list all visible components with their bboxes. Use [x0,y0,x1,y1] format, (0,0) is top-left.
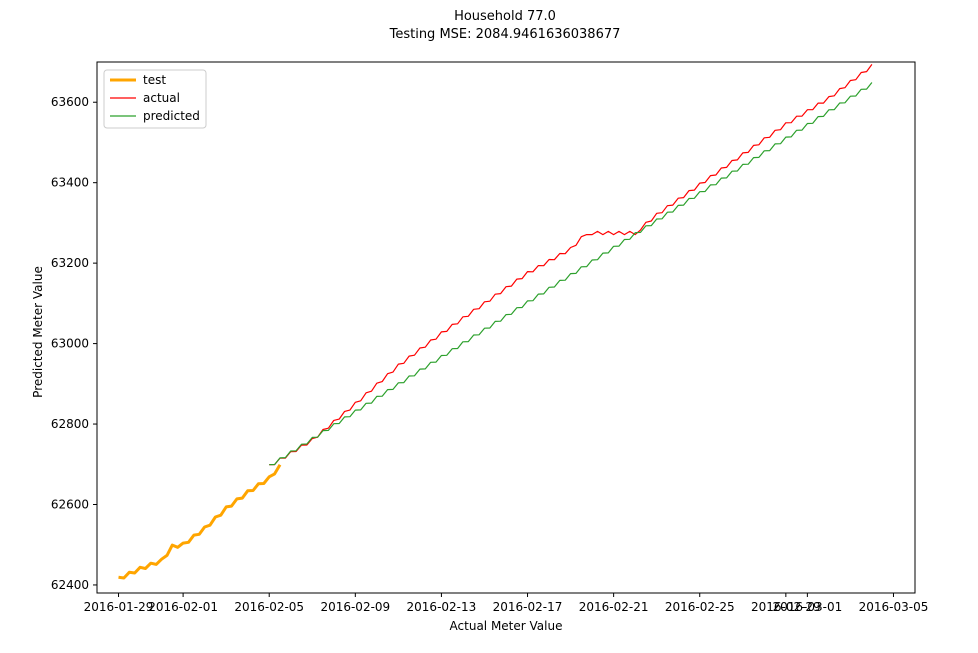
series-test [118,463,282,580]
x-tick-label: 2016-02-09 [320,600,390,614]
y-tick-label: 63000 [51,337,89,351]
y-tick-label: 63400 [51,176,89,190]
x-tick-label: 2016-02-25 [665,600,735,614]
chart-subtitle: Testing MSE: 2084.9461636038677 [389,27,621,42]
legend-label: actual [143,91,180,105]
y-tick-label: 63200 [51,256,89,270]
x-tick-label: 2016-02-29 [751,600,821,614]
x-tick-label: 2016-02-21 [579,600,649,614]
y-tick-label: 62800 [51,417,89,431]
x-tick-label: 2016-02-17 [493,600,563,614]
x-tick-label: 2016-03-01 [772,600,842,614]
legend: test actual predicted [103,69,207,129]
series-layer [118,64,873,580]
x-tick-label: 2016-03-05 [859,600,929,614]
x-tick-label: 2016-02-13 [407,600,477,614]
y-axis-label: Predicted Meter Value [31,266,45,398]
y-tick-label: 62400 [51,578,89,592]
legend-box [103,69,207,129]
series-actual [269,64,873,466]
plot-frame [96,61,916,594]
x-tick-label: 2016-02-05 [234,600,304,614]
x-axis-label: Actual Meter Value [450,619,563,633]
x-tick-label: 2016-02-01 [148,600,218,614]
legend-label: test [143,73,166,87]
legend-label: predicted [143,109,200,123]
chart-title: Household 77.0 [454,9,556,24]
x-tick-label: 2016-01-29 [84,600,154,614]
y-tick-label: 62600 [51,498,89,512]
series-predicted [269,82,873,466]
y-tick-label: 63600 [51,95,89,109]
